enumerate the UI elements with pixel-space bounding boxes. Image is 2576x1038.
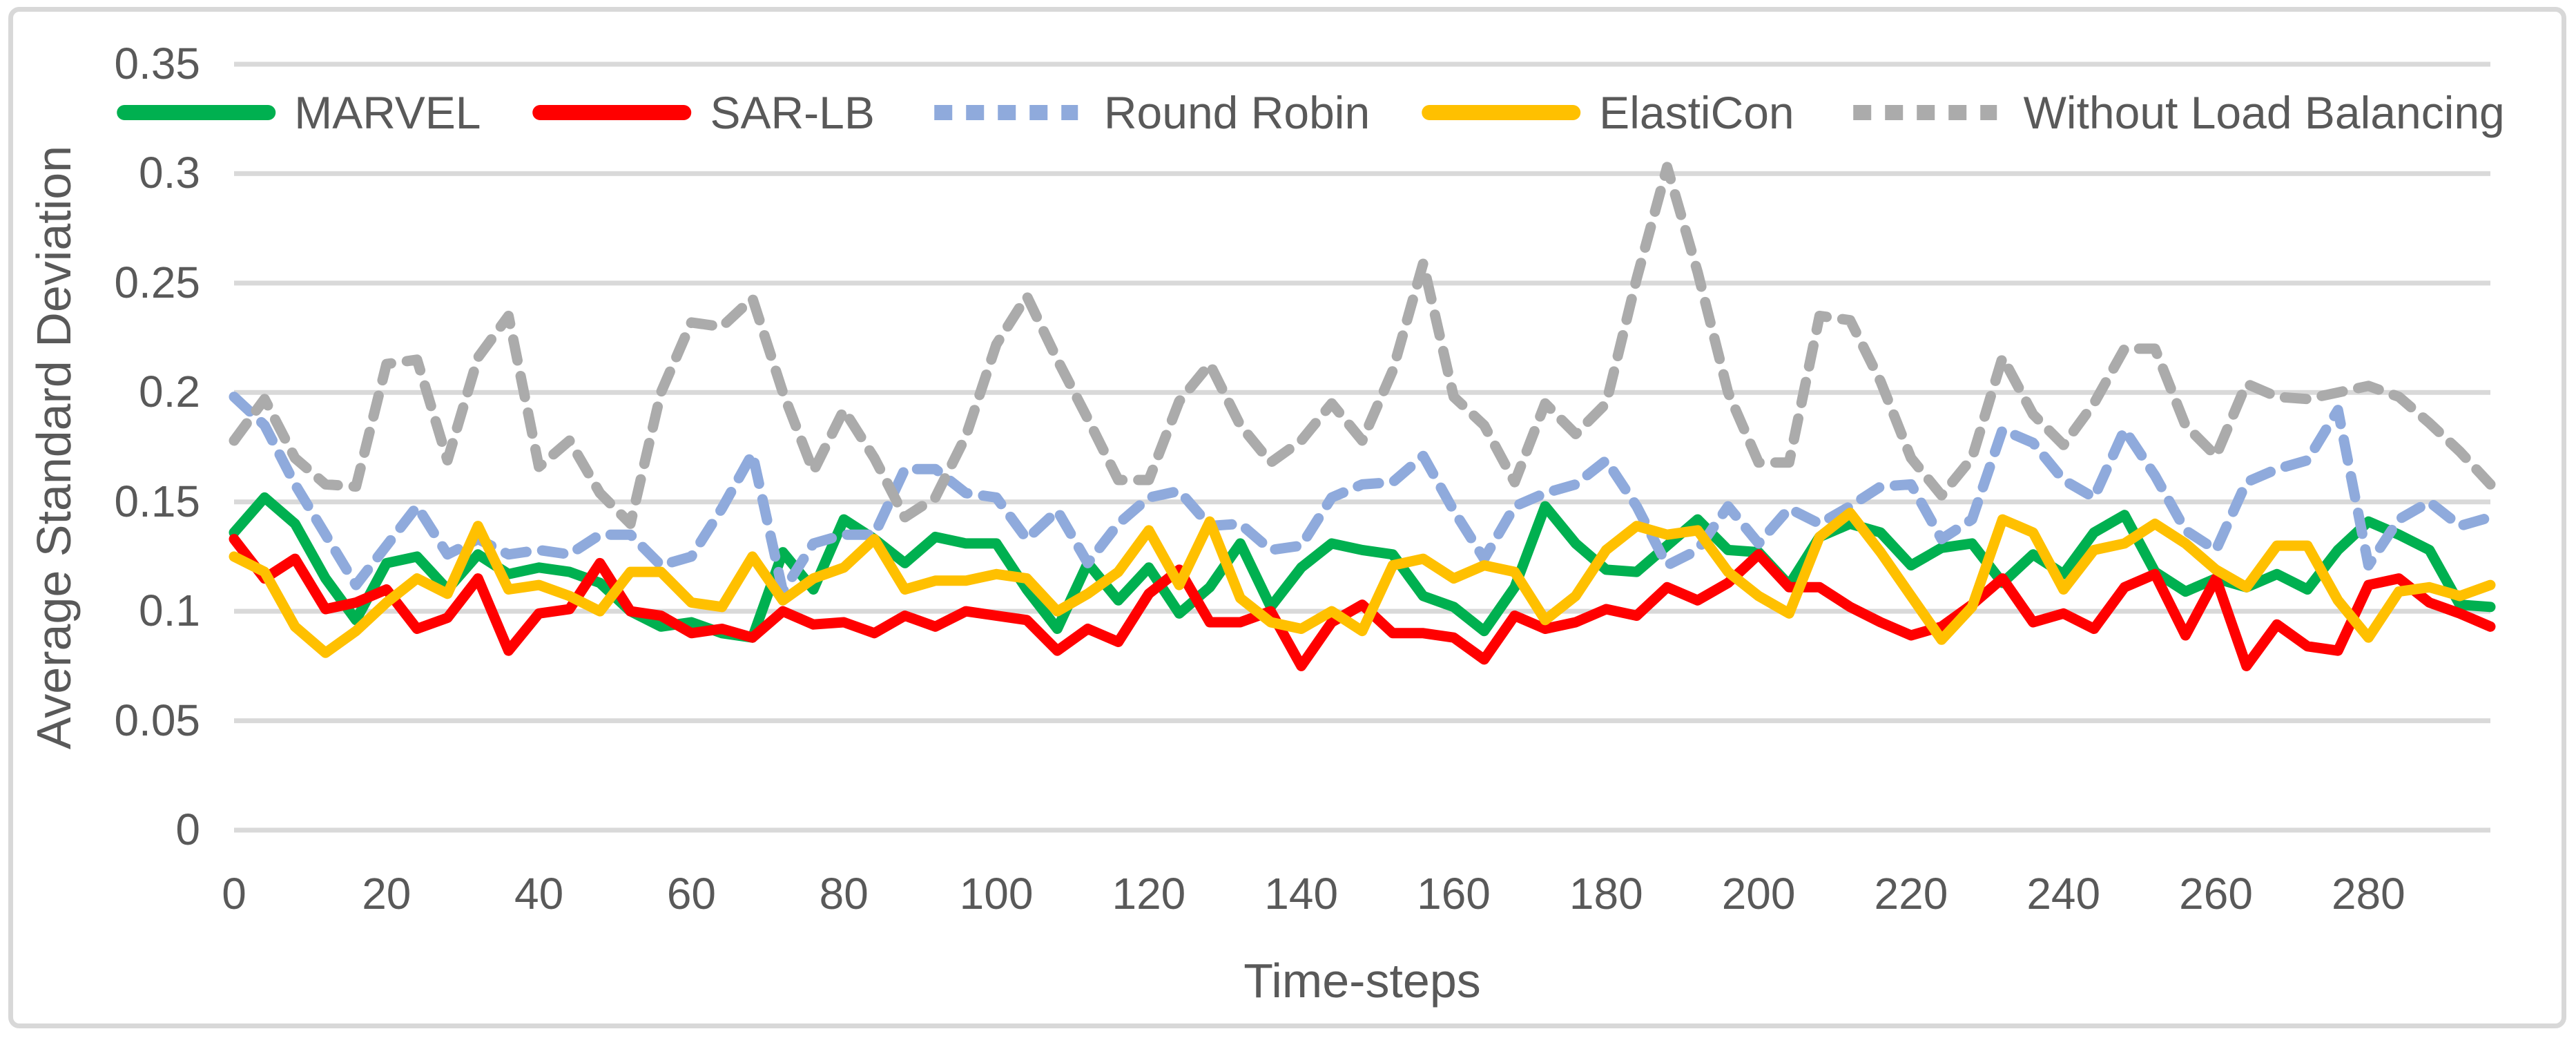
legend-swatch [933,105,1078,120]
y-tick-label: 0.25 [114,257,200,307]
y-tick-label: 0.2 [139,367,200,417]
legend-label: SAR-LB [710,87,875,138]
x-tick-label: 100 [959,869,1034,919]
legend-item-marvel: MARVEL [116,90,481,135]
x-tick-label: 160 [1417,869,1491,919]
legend-item-sar-lb: SAR-LB [532,87,875,138]
x-tick-label: 20 [362,869,411,919]
x-tick-label: 180 [1569,869,1643,919]
legend-item-round-robin: Round Robin [926,90,1370,135]
x-tick-label: 280 [2331,869,2405,919]
legend-label: ElastiCon [1599,87,1794,138]
series-line-sar-lb [229,534,2496,671]
legend-label: Round Robin [1103,87,1371,138]
legend-swatch [117,105,276,120]
legend: MARVEL SAR-LB Round Robin ElastiCon Without … [116,90,2505,135]
series-line-without-load-balancing [229,162,2496,529]
y-tick-label: 0.35 [114,39,200,88]
series-line-round-robin [229,392,2496,597]
x-tick-label: 0 [222,869,246,919]
y-tick-label: 0.1 [139,586,200,636]
legend-label: MARVEL [294,87,481,138]
series-line-elasticon [229,508,2496,658]
x-tick-label: 140 [1264,869,1339,919]
legend-swatch [1853,105,1997,120]
legend-item-elasticon: ElastiCon [1421,90,1794,135]
legend-swatch [532,105,692,120]
x-tick-label: 120 [1112,869,1186,919]
x-tick-label: 260 [2179,869,2253,919]
series-line-marvel [229,492,2496,643]
legend-label: Without Load Balancing [2023,87,2505,138]
x-tick-label: 220 [1874,869,1948,919]
x-tick-label: 60 [666,869,717,919]
y-tick-label: 0 [175,805,200,854]
legend-swatch [1422,105,1581,120]
y-tick-label: 0.05 [114,695,200,745]
x-axis-title: Time-steps [1243,954,1481,1008]
y-tick-label: 0.3 [139,148,200,198]
x-tick-label: 240 [2026,869,2101,919]
y-tick-label: 0.15 [114,476,200,526]
x-tick-label: 40 [514,869,564,919]
x-tick-label: 200 [1721,869,1796,919]
x-tick-label: 80 [819,869,869,919]
legend-item-without-load-balancing: Without Load Balancing [1846,90,2505,135]
